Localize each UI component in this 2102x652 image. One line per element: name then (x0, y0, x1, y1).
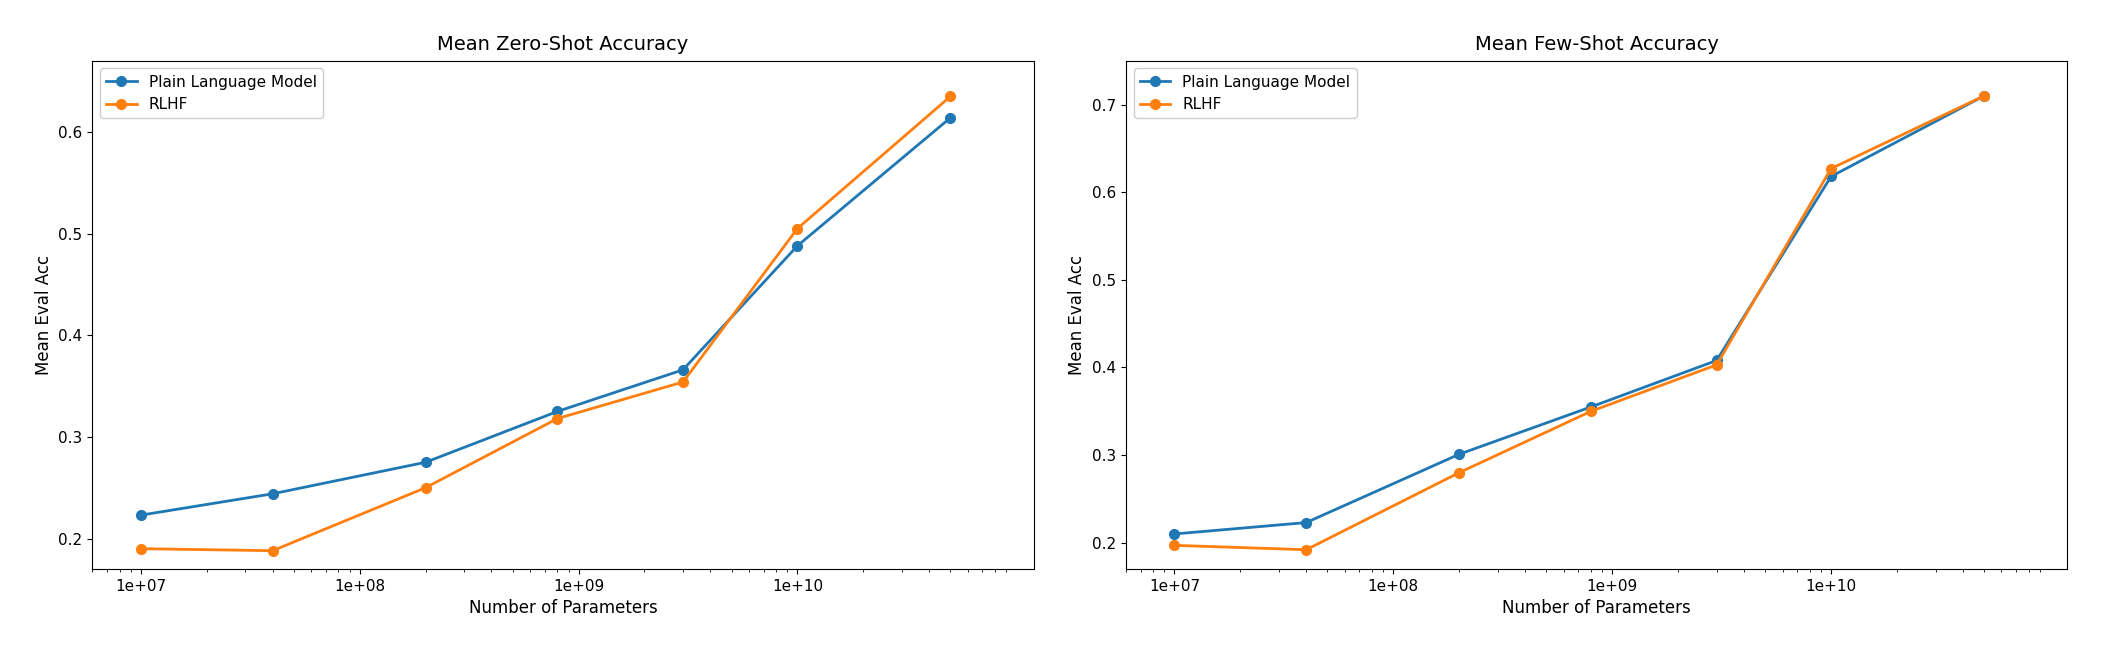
Plain Language Model (1446, 451, 1471, 458)
Plain Language Model (937, 114, 963, 122)
Plain Language Model (1162, 530, 1188, 538)
Plain Language Model (784, 242, 809, 250)
X-axis label: Number of Parameters: Number of Parameters (469, 599, 658, 617)
Title: Mean Few-Shot Accuracy: Mean Few-Shot Accuracy (1476, 35, 1719, 53)
RLHF (1162, 541, 1188, 549)
Plain Language Model (128, 511, 153, 519)
Plain Language Model (544, 408, 570, 415)
X-axis label: Number of Parameters: Number of Parameters (1503, 599, 1690, 617)
Plain Language Model (261, 490, 286, 497)
RLHF (1972, 92, 1997, 100)
Plain Language Model (1293, 518, 1318, 526)
RLHF (412, 484, 437, 492)
Title: Mean Zero-Shot Accuracy: Mean Zero-Shot Accuracy (437, 35, 689, 53)
RLHF (1293, 546, 1318, 554)
Legend: Plain Language Model, RLHF: Plain Language Model, RLHF (1133, 68, 1356, 118)
Plain Language Model (1579, 403, 1604, 411)
RLHF (784, 225, 809, 233)
RLHF (671, 378, 696, 386)
RLHF (128, 545, 153, 553)
RLHF (261, 547, 286, 555)
Plain Language Model (1818, 173, 1843, 181)
Plain Language Model (1972, 92, 1997, 100)
Line: RLHF: RLHF (137, 91, 954, 556)
Line: Plain Language Model: Plain Language Model (137, 113, 954, 520)
Plain Language Model (412, 458, 437, 466)
Line: RLHF: RLHF (1169, 91, 1988, 555)
RLHF (1446, 469, 1471, 477)
RLHF (937, 93, 963, 100)
Y-axis label: Mean Eval Acc: Mean Eval Acc (36, 255, 53, 375)
Line: Plain Language Model: Plain Language Model (1169, 91, 1988, 539)
Plain Language Model (671, 366, 696, 374)
RLHF (1818, 165, 1843, 173)
RLHF (1705, 361, 1730, 369)
Legend: Plain Language Model, RLHF: Plain Language Model, RLHF (101, 68, 324, 118)
RLHF (1579, 408, 1604, 415)
Plain Language Model (1705, 357, 1730, 364)
RLHF (544, 415, 570, 422)
Y-axis label: Mean Eval Acc: Mean Eval Acc (1068, 255, 1087, 375)
